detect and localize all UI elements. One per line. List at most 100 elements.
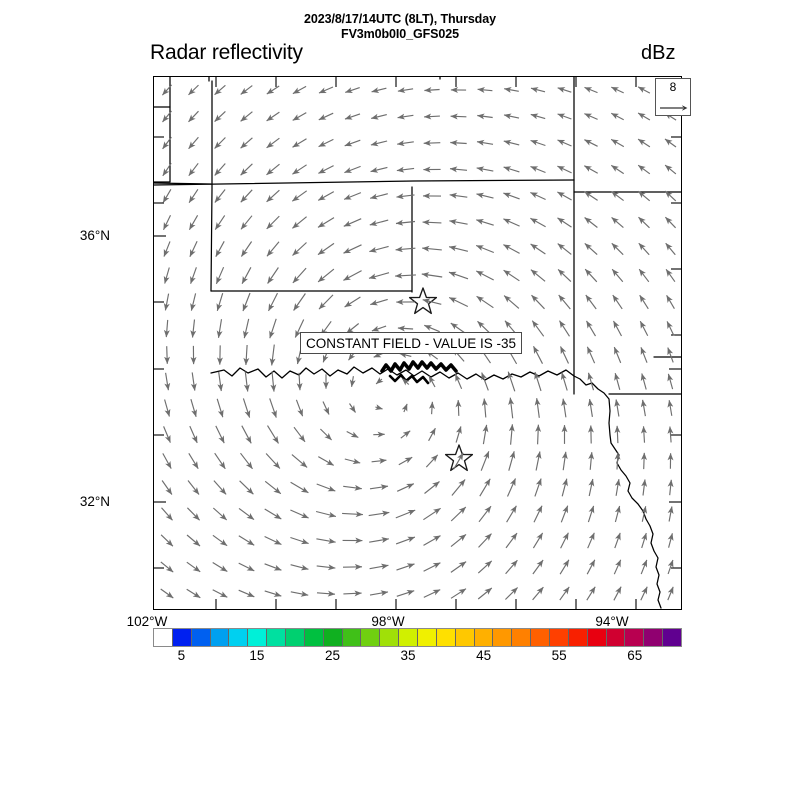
wind-vector-arrow (292, 138, 307, 148)
wind-vector-arrow (291, 190, 308, 202)
colorbar-cell (511, 629, 531, 646)
wind-vector-arrow (267, 267, 279, 284)
wind-vector-arrow (369, 245, 389, 253)
wind-vector-arrow (532, 532, 544, 549)
reference-vector-key: 8 (655, 78, 691, 116)
wind-vector-arrow (666, 295, 675, 309)
wind-vector-arrow (164, 346, 171, 365)
wind-vector-arrow (476, 166, 494, 173)
wind-vector-arrow (162, 453, 172, 469)
wind-vector-arrow (343, 590, 362, 597)
wind-vector-arrow (266, 189, 280, 203)
colorbar-cell (209, 629, 229, 646)
wind-vector-arrow (188, 110, 199, 123)
wind-vector-arrow (640, 347, 648, 363)
wind-vector-arrow (214, 137, 226, 149)
wind-vector-arrow (561, 451, 568, 471)
wind-vector-arrow (535, 424, 542, 445)
wind-vector-arrow (664, 164, 677, 175)
wind-vector-arrow (292, 112, 307, 121)
wind-vector-arrow (664, 138, 677, 148)
wind-vector-arrow (212, 589, 228, 598)
wind-vector-arrow (503, 269, 520, 282)
wind-vector-arrow (584, 242, 598, 256)
wind-vector-arrow (612, 320, 623, 337)
wind-vector-arrow (610, 164, 625, 175)
wind-vector-arrow (532, 586, 544, 601)
star-marker (408, 287, 438, 315)
wind-vector-arrow (667, 533, 674, 548)
wind-vector-arrow (530, 191, 546, 201)
wind-vector-arrow (482, 424, 489, 445)
reference-vector-value: 8 (669, 80, 677, 94)
wind-vector-arrow (240, 85, 253, 95)
wind-vector-arrow (343, 270, 362, 281)
map-plot-area[interactable] (153, 76, 682, 610)
wind-vector-arrow (242, 318, 250, 339)
wind-vector-arrow (503, 192, 520, 200)
right-arrow-icon (660, 105, 688, 111)
colorbar-cell (285, 629, 304, 646)
wind-vector-arrow (641, 506, 648, 522)
wind-vector-arrow (423, 507, 441, 521)
wind-vector-arrow (214, 452, 226, 470)
wind-vector-arrow (508, 397, 515, 419)
figure-header: 2023/8/17/14UTC (8LT), Thursday FV3m0b0I… (0, 12, 800, 41)
wind-vector-arrow (318, 165, 334, 174)
wind-vector-arrow (344, 165, 361, 174)
wind-vector-arrow (241, 425, 252, 444)
wind-vector-arrow (368, 510, 390, 517)
wind-vector-arrow (214, 163, 226, 176)
wind-vector-arrow (637, 164, 651, 175)
wind-vector-arrow (637, 190, 651, 202)
wind-vector-arrow (346, 430, 359, 439)
colorbar-cell (567, 629, 587, 646)
wind-vector-arrow (160, 561, 174, 573)
model-name-label: FV3m0b0I0_GFS025 (341, 26, 459, 41)
wind-vector-arrow (641, 479, 648, 496)
wind-vector-arrow (423, 113, 440, 120)
constant-field-annotation: CONSTANT FIELD - VALUE IS -35 (300, 332, 523, 354)
wind-vector-arrow (342, 511, 364, 518)
wind-vector-arrow (667, 373, 674, 390)
wind-vector-arrow (186, 588, 201, 599)
wind-vector-arrow (587, 505, 595, 523)
wind-vector-arrow (664, 216, 677, 229)
wind-vector-arrow (164, 399, 171, 417)
wind-vector-arrow (530, 243, 546, 255)
colorbar-cell (473, 629, 493, 646)
wind-vector-arrow (476, 192, 494, 199)
wind-vector-arrow (481, 372, 489, 391)
wind-vector-arrow (613, 346, 622, 364)
wind-vector-arrow (215, 266, 225, 285)
valid-time-label: 2023/8/17/14UTC (8LT), Thursday (304, 12, 496, 26)
wind-vector-arrow (162, 162, 172, 177)
wind-vector-arrow (395, 219, 416, 226)
colorbar-tick-label: 25 (324, 648, 340, 663)
wind-vector-arrow (163, 319, 170, 338)
wind-vector-arrow (188, 136, 199, 150)
map-canvas (154, 77, 681, 609)
wind-vector-arrow (186, 561, 201, 573)
wind-vector-arrow (667, 347, 674, 363)
wind-vector-arrow (396, 590, 415, 597)
wind-vector-arrow (584, 268, 598, 283)
axis-ticks (154, 77, 681, 609)
wind-vector-arrow (162, 189, 172, 203)
wind-vector-arrow (557, 87, 572, 93)
wind-vector-arrow (163, 267, 170, 284)
wind-vector-arrow (504, 587, 519, 600)
colorbar-cell (322, 629, 342, 646)
wind-vector-arrow (449, 166, 468, 173)
colorbar[interactable] (153, 628, 682, 647)
wind-vector-arrow (640, 373, 647, 390)
wind-vector-arrow (290, 590, 309, 597)
wind-vector-arrow (292, 85, 307, 95)
wind-vector-arrow (319, 428, 333, 441)
wind-vector-arrow (450, 113, 467, 120)
wind-vector-arrow (423, 562, 441, 572)
wind-vector-arrow (316, 483, 336, 492)
wind-vector-arrow (428, 427, 436, 442)
wind-vector-arrow (400, 430, 411, 439)
colorbar-cell (662, 629, 682, 646)
